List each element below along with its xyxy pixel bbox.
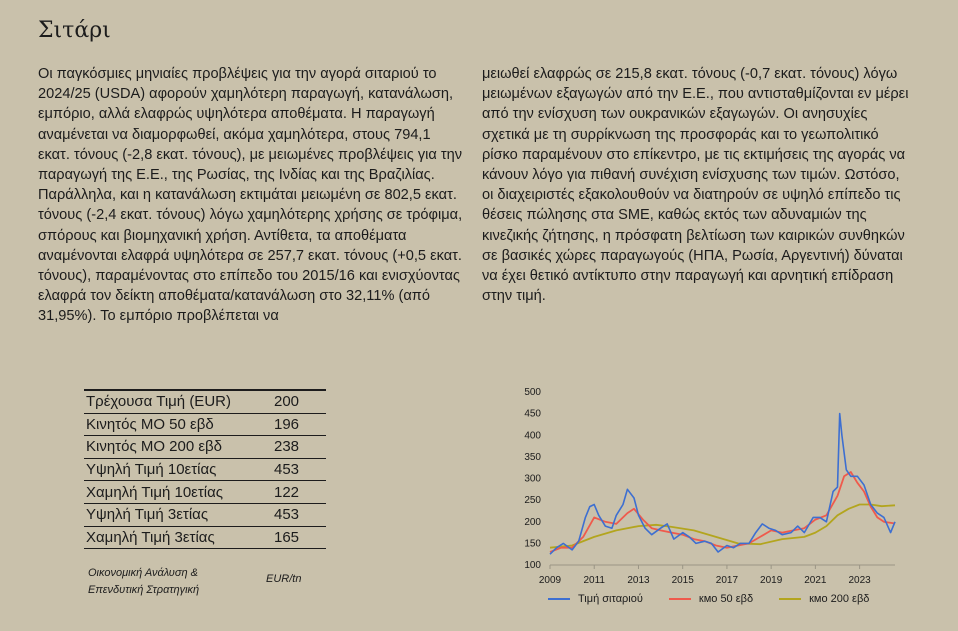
y-tick-label: 100 — [524, 560, 541, 571]
legend-swatch — [668, 598, 691, 600]
chart-legend: Τιμή σιταριού кмо 50 εβδ кмо 200 εβδ — [548, 593, 869, 605]
stats-row: Υψηλή Τιμή 3ετίας 453 — [84, 503, 326, 527]
stats-label: Κινητός ΜΟ 50 εβδ — [84, 413, 268, 437]
x-tick-label: 2021 — [804, 575, 827, 586]
stats-value: 122 — [268, 480, 326, 504]
x-tick-label: 2019 — [760, 575, 783, 586]
stats-row: Υψηλή Τιμή 10ετίας 453 — [84, 458, 326, 482]
stats-label: Τρέχουσα Τιμή (EUR) — [84, 388, 268, 414]
stats-row: Τρέχουσα Τιμή (EUR) 200 — [84, 388, 326, 414]
page-title: Σιτάρι — [38, 18, 111, 43]
y-tick-label: 500 — [524, 387, 541, 398]
stats-value: 196 — [268, 413, 326, 437]
text-column-1: Οι παγκόσμιες μηνιαίες προβλέψεις για τη… — [38, 66, 463, 325]
text-column-2: μειωθεί ελαφρώς σε 215,8 εκατ. τόνους (-… — [482, 66, 909, 305]
y-tick-label: 350 — [524, 452, 541, 463]
legend-item: Τιμή σιταριού — [548, 593, 643, 605]
x-tick-label: 2023 — [848, 575, 871, 586]
y-tick-label: 300 — [524, 474, 541, 485]
stats-row: Κινητός ΜΟ 50 εβδ 196 — [84, 413, 326, 437]
y-tick-label: 200 — [524, 517, 541, 528]
series-line-2 — [549, 503, 896, 549]
stats-value: 165 — [268, 526, 326, 550]
legend-label: кмо 200 εβδ — [809, 593, 870, 605]
stats-value: 453 — [268, 503, 326, 527]
x-tick-label: 2017 — [716, 575, 739, 586]
y-tick-label: 250 — [524, 495, 541, 506]
stats-label: Χαμηλή Τιμή 10ετίας — [84, 480, 268, 504]
stats-row: Κινητός ΜΟ 200 εβδ 238 — [84, 435, 326, 459]
source-note: Οικονομική Ανάλυση & Επενδυτική Στρατηγι… — [88, 565, 199, 599]
legend-item: кмо 200 εβδ — [779, 593, 869, 605]
source-line-2: Επενδυτική Στρατηγική — [88, 584, 200, 596]
y-tick-label: 450 — [524, 409, 541, 420]
x-tick-label: 2015 — [672, 575, 695, 586]
legend-item: кмо 50 εβδ — [668, 593, 754, 605]
x-tick-label: 2011 — [583, 575, 605, 586]
source-line-1: Οικονομική Ανάλυση & — [88, 567, 198, 579]
stats-label: Υψηλή Τιμή 10ετίας — [84, 458, 268, 482]
legend-swatch — [548, 598, 570, 600]
stats-value: 238 — [268, 435, 326, 459]
y-tick-label: 150 — [524, 538, 541, 549]
price-chart: 100 150 200 250 300 350 400 450 500 2009 2011 2013 2… — [524, 387, 896, 586]
unit-label: EUR/tn — [266, 573, 302, 585]
x-tick-label: 2009 — [539, 575, 562, 586]
series-line-0 — [549, 412, 896, 555]
x-tick-label: 2013 — [627, 575, 650, 586]
stats-value: 200 — [268, 388, 326, 414]
stats-table: Τρέχουσα Τιμή (EUR) 200 Κινητός ΜΟ 50 εβδ 1… — [84, 388, 326, 550]
legend-label: кмо 50 εβδ — [698, 593, 754, 605]
stats-label: Χαμηλή Τιμή 3ετίας — [84, 526, 268, 550]
stats-row: Χαμηλή Τιμή 3ετίας 165 — [84, 526, 326, 550]
y-tick-label: 400 — [524, 430, 541, 441]
stats-value: 453 — [268, 458, 326, 482]
legend-label: Τιμή σιταριού — [578, 593, 643, 605]
legend-swatch — [779, 598, 802, 600]
stats-label: Υψηλή Τιμή 3ετίας — [84, 503, 268, 527]
stats-row: Χαμηλή Τιμή 10ετίας 122 — [84, 480, 326, 504]
stats-label: Κινητός ΜΟ 200 εβδ — [84, 435, 268, 459]
